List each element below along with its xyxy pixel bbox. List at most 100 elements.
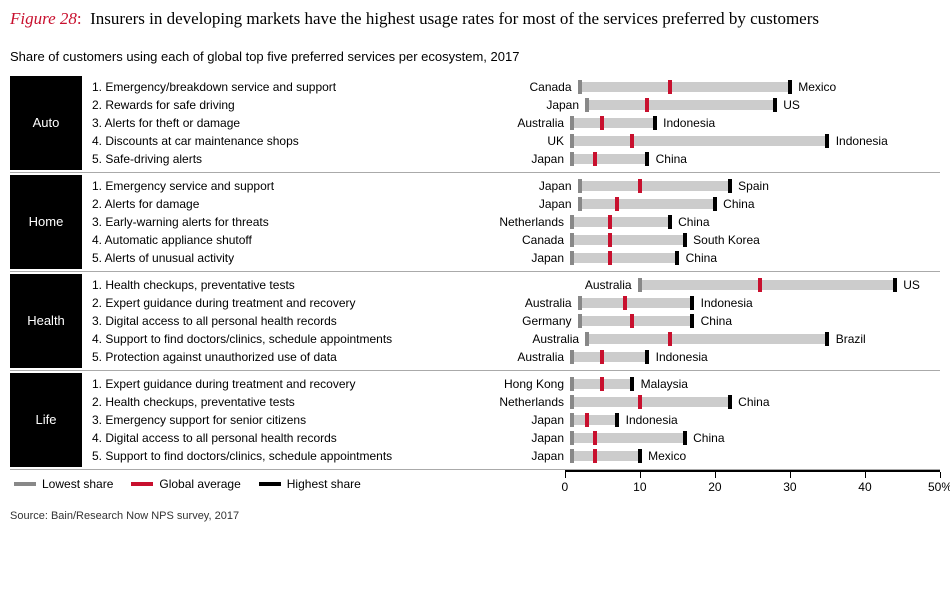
- max-mark: [690, 296, 694, 310]
- max-mark: [638, 449, 642, 463]
- range-track: [572, 217, 670, 227]
- legend-area: Lowest shareGlobal averageHighest share: [10, 472, 404, 496]
- plot-area: CanadaMexicoJapanUSAustraliaIndonesiaUKI…: [404, 76, 940, 170]
- plot-area: JapanSpainJapanChinaNetherlandsChinaCana…: [404, 175, 940, 269]
- min-mark: [570, 431, 574, 445]
- category-label: Auto: [10, 76, 82, 170]
- max-country-label: China: [734, 393, 769, 411]
- avg-mark: [608, 215, 612, 229]
- max-country-label: China: [674, 213, 709, 231]
- avg-mark: [585, 413, 589, 427]
- max-country-label: US: [899, 276, 920, 294]
- range-track: [587, 334, 827, 344]
- max-country-label: Spain: [734, 177, 769, 195]
- max-mark: [728, 179, 732, 193]
- legend-label: Lowest share: [42, 477, 113, 491]
- max-mark: [825, 134, 829, 148]
- range-track: [572, 154, 647, 164]
- min-mark: [570, 377, 574, 391]
- range-track: [580, 181, 730, 191]
- range-track: [572, 136, 827, 146]
- max-country-label: Indonesia: [697, 294, 753, 312]
- title-text: Insurers in developing markets have the …: [90, 9, 819, 28]
- range-track: [580, 82, 790, 92]
- min-country-label: Japan: [531, 429, 568, 447]
- avg-mark: [668, 332, 672, 346]
- avg-mark: [615, 197, 619, 211]
- subtitle: Share of customers using each of global …: [10, 49, 940, 64]
- min-country-label: Australia: [585, 276, 636, 294]
- min-mark: [570, 134, 574, 148]
- bar-row: Hong KongMalaysia: [404, 375, 940, 393]
- min-mark: [570, 152, 574, 166]
- avg-mark: [638, 395, 642, 409]
- max-mark: [615, 413, 619, 427]
- min-mark: [585, 98, 589, 112]
- axis-tick: [865, 472, 866, 478]
- range-track: [587, 100, 775, 110]
- max-mark: [630, 377, 634, 391]
- max-country-label: South Korea: [689, 231, 760, 249]
- min-mark: [570, 395, 574, 409]
- max-country-label: China: [697, 312, 732, 330]
- max-country-label: Malaysia: [637, 375, 688, 393]
- max-country-label: Mexico: [644, 447, 686, 465]
- max-country-label: China: [689, 429, 724, 447]
- legend-item: Global average: [131, 477, 240, 491]
- source-line: Source: Bain/Research Now NPS survey, 20…: [10, 510, 940, 522]
- max-mark: [683, 233, 687, 247]
- max-country-label: China: [652, 150, 687, 168]
- avg-mark: [608, 251, 612, 265]
- range-track: [572, 451, 640, 461]
- min-country-label: Japan: [539, 177, 576, 195]
- range-track: [640, 280, 895, 290]
- bar-row: Australia US: [404, 276, 940, 294]
- service-label: 4. Digital access to all personal health…: [92, 429, 404, 447]
- min-mark: [638, 278, 642, 292]
- service-label: 5. Safe-driving alerts: [92, 150, 404, 168]
- max-mark: [645, 152, 649, 166]
- legend-item: Lowest share: [14, 477, 113, 491]
- range-track: [580, 316, 693, 326]
- min-country-label: Japan: [531, 411, 568, 429]
- max-mark: [683, 431, 687, 445]
- range-track: [580, 199, 715, 209]
- bar-row: Japan Spain: [404, 177, 940, 195]
- range-track: [572, 253, 677, 263]
- bar-row: Netherlands China: [404, 393, 940, 411]
- legend-swatch: [259, 482, 281, 486]
- min-country-label: Netherlands: [499, 393, 568, 411]
- avg-mark: [630, 314, 634, 328]
- legend-label: Global average: [159, 477, 240, 491]
- max-country-label: Indonesia: [832, 132, 888, 150]
- min-country-label: Netherlands: [499, 213, 568, 231]
- avg-mark: [623, 296, 627, 310]
- min-mark: [570, 251, 574, 265]
- legend-swatch: [131, 482, 153, 486]
- avg-mark: [608, 233, 612, 247]
- axis-tick-label: 30: [783, 480, 796, 494]
- bar-row: JapanChina: [404, 249, 940, 267]
- min-mark: [578, 197, 582, 211]
- service-list: 1. Health checkups, preventative tests2.…: [82, 274, 404, 368]
- chart-group: Life1. Expert guidance during treatment …: [10, 373, 940, 467]
- bar-row: CanadaMexico: [404, 78, 940, 96]
- axis-tick: [640, 472, 641, 478]
- min-country-label: Japan: [546, 96, 583, 114]
- service-label: 1. Health checkups, preventative tests: [92, 276, 404, 294]
- axis-tick: [940, 472, 941, 478]
- service-label: 2. Rewards for safe driving: [92, 96, 404, 114]
- axis-area: Lowest shareGlobal averageHighest share0…: [10, 472, 940, 496]
- max-country-label: Indonesia: [652, 348, 708, 366]
- avg-mark: [668, 80, 672, 94]
- group-separator: [10, 370, 940, 371]
- min-mark: [578, 296, 582, 310]
- max-mark: [893, 278, 897, 292]
- service-label: 2. Alerts for damage: [92, 195, 404, 213]
- max-mark: [668, 215, 672, 229]
- max-mark: [645, 350, 649, 364]
- min-mark: [570, 233, 574, 247]
- bar-row: Netherlands China: [404, 213, 940, 231]
- min-mark: [578, 80, 582, 94]
- min-mark: [570, 116, 574, 130]
